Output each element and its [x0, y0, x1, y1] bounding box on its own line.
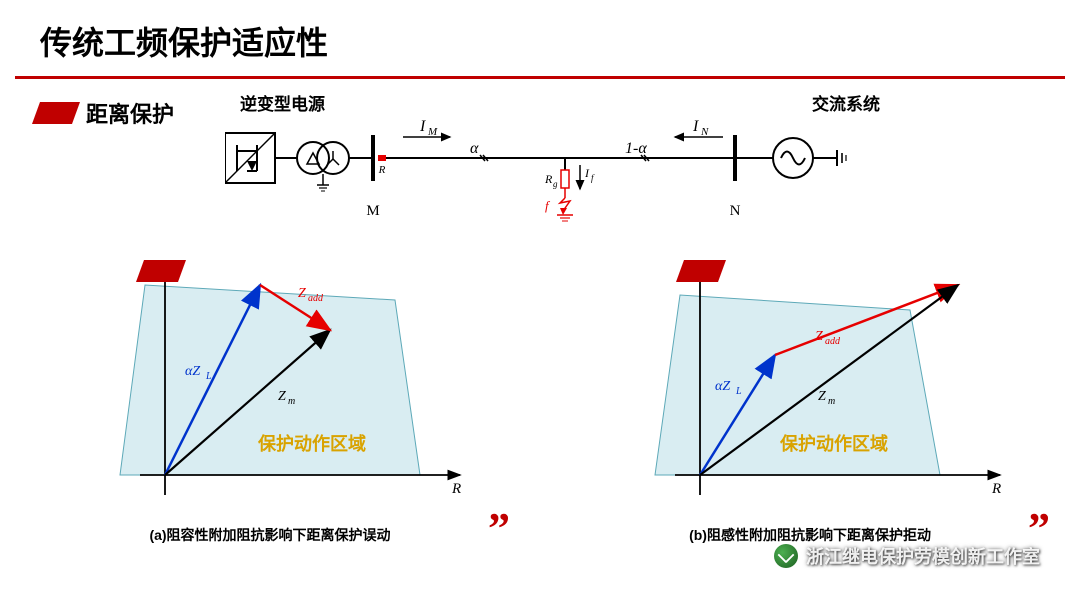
quote-mark-a: ”: [488, 518, 510, 540]
svg-text:R: R: [451, 481, 461, 497]
title-divider: [15, 76, 1065, 79]
svg-text:N: N: [700, 126, 709, 138]
svg-text:m: m: [288, 396, 295, 407]
svg-text:αZ: αZ: [185, 364, 200, 379]
caption-a: (a)阻容性附加阻抗影响下距离保护误动: [0, 525, 540, 545]
svg-text:L: L: [735, 386, 742, 397]
svg-text:f: f: [545, 198, 551, 213]
section-marker: [32, 102, 80, 124]
quote-mark-b: ”: [1028, 518, 1050, 540]
svg-text:L: L: [205, 371, 212, 382]
svg-text:1-α: 1-α: [625, 140, 647, 157]
ac-system-label: 交流系统: [812, 90, 880, 115]
svg-text:Z: Z: [815, 329, 823, 344]
watermark-text: 浙江继电保护劳模创新工作室: [806, 543, 1040, 569]
page-title: 传统工频保护适应性: [0, 0, 1080, 70]
svg-text:f: f: [591, 173, 595, 183]
circuit-diagram: R I M α R g I f f 1-α I N M N: [225, 115, 885, 235]
svg-text:g: g: [553, 179, 558, 189]
svg-text:保护动作区域: 保护动作区域: [257, 433, 366, 454]
watermark: 浙江继电保护劳模创新工作室: [774, 543, 1040, 569]
svg-text:R: R: [544, 172, 553, 186]
svg-text:m: m: [828, 396, 835, 407]
caption-b: (b)阻感性附加阻抗影响下距离保护拒动: [540, 525, 1080, 545]
section-label: 距离保护: [86, 97, 174, 129]
circuit-top-labels: 逆变型电源 交流系统: [240, 90, 880, 115]
svg-text:保护动作区域: 保护动作区域: [779, 433, 888, 454]
diagram-b: X R αZ L Z add Z m 保护动作区域 (b)阻感性附加阻抗影响下距…: [540, 245, 1080, 570]
svg-text:αZ: αZ: [715, 379, 730, 394]
chart-b-svg: X R αZ L Z add Z m 保护动作区域: [540, 245, 1080, 535]
svg-text:R: R: [378, 164, 386, 176]
diagram-a: X R αZ L Z m Z add 保护动作区域 (a)阻容性附加阻抗影响下距…: [0, 245, 540, 570]
svg-text:I: I: [584, 166, 590, 180]
inverter-source-label: 逆变型电源: [240, 90, 325, 115]
svg-text:Z: Z: [298, 286, 306, 301]
svg-text:Z: Z: [278, 389, 286, 404]
diagram-marker-b: [676, 260, 726, 282]
svg-text:add: add: [308, 293, 324, 304]
diagram-marker-a: [136, 260, 186, 282]
svg-text:Z: Z: [818, 389, 826, 404]
svg-text:α: α: [470, 140, 479, 157]
svg-text:R: R: [991, 481, 1001, 497]
svg-text:M: M: [366, 203, 379, 219]
impedance-diagrams: X R αZ L Z m Z add 保护动作区域 (a)阻容性附加阻抗影响下距…: [0, 245, 1080, 570]
chart-a-svg: X R αZ L Z m Z add 保护动作区域: [0, 245, 540, 535]
svg-text:M: M: [427, 126, 438, 138]
svg-text:I: I: [692, 118, 699, 135]
svg-text:I: I: [419, 118, 426, 135]
wechat-icon: [774, 544, 798, 568]
svg-text:N: N: [730, 203, 741, 219]
svg-text:add: add: [825, 336, 841, 347]
